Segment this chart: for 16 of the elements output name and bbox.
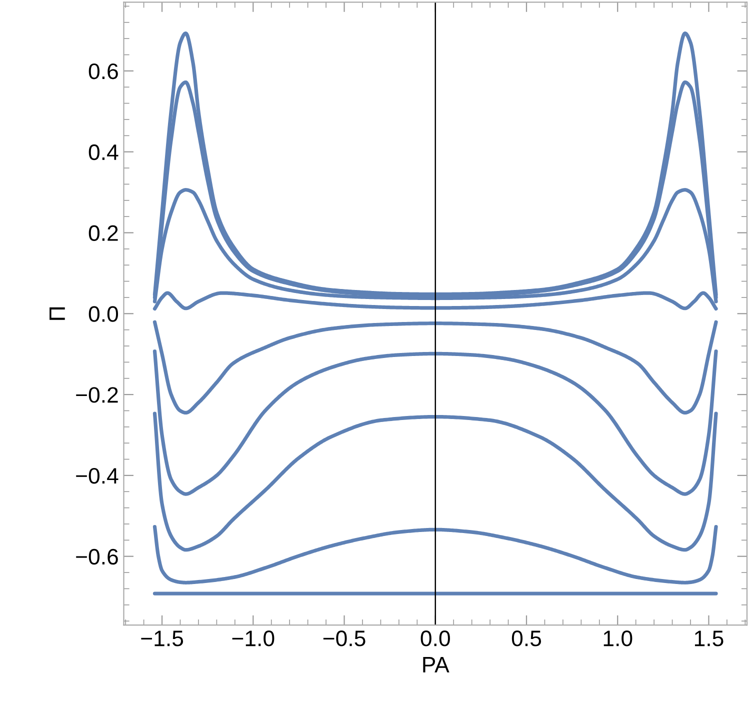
y-tick-label: −0.4 [76, 468, 118, 484]
x-tick-label: −0.5 [323, 630, 366, 646]
y-tick-label: 0.0 [88, 306, 118, 322]
x-tick-label: 0.0 [420, 630, 450, 646]
x-tick-label: 1.0 [604, 630, 632, 646]
x-tick-label: 0.5 [512, 630, 542, 646]
y-axis-title: Π [50, 307, 65, 320]
y-tick-label: 0.4 [88, 144, 118, 160]
y-tick-label: 0.2 [88, 225, 118, 242]
y-tick-label: 0.6 [88, 63, 118, 80]
y-tick-label: −0.6 [76, 548, 118, 565]
x-tick-label: −1.0 [232, 630, 274, 646]
x-tick-label: −1.5 [141, 630, 184, 646]
y-tick-label: −0.2 [76, 387, 118, 403]
x-axis-title: PA [423, 657, 450, 672]
x-tick-label: 1.5 [694, 630, 724, 646]
